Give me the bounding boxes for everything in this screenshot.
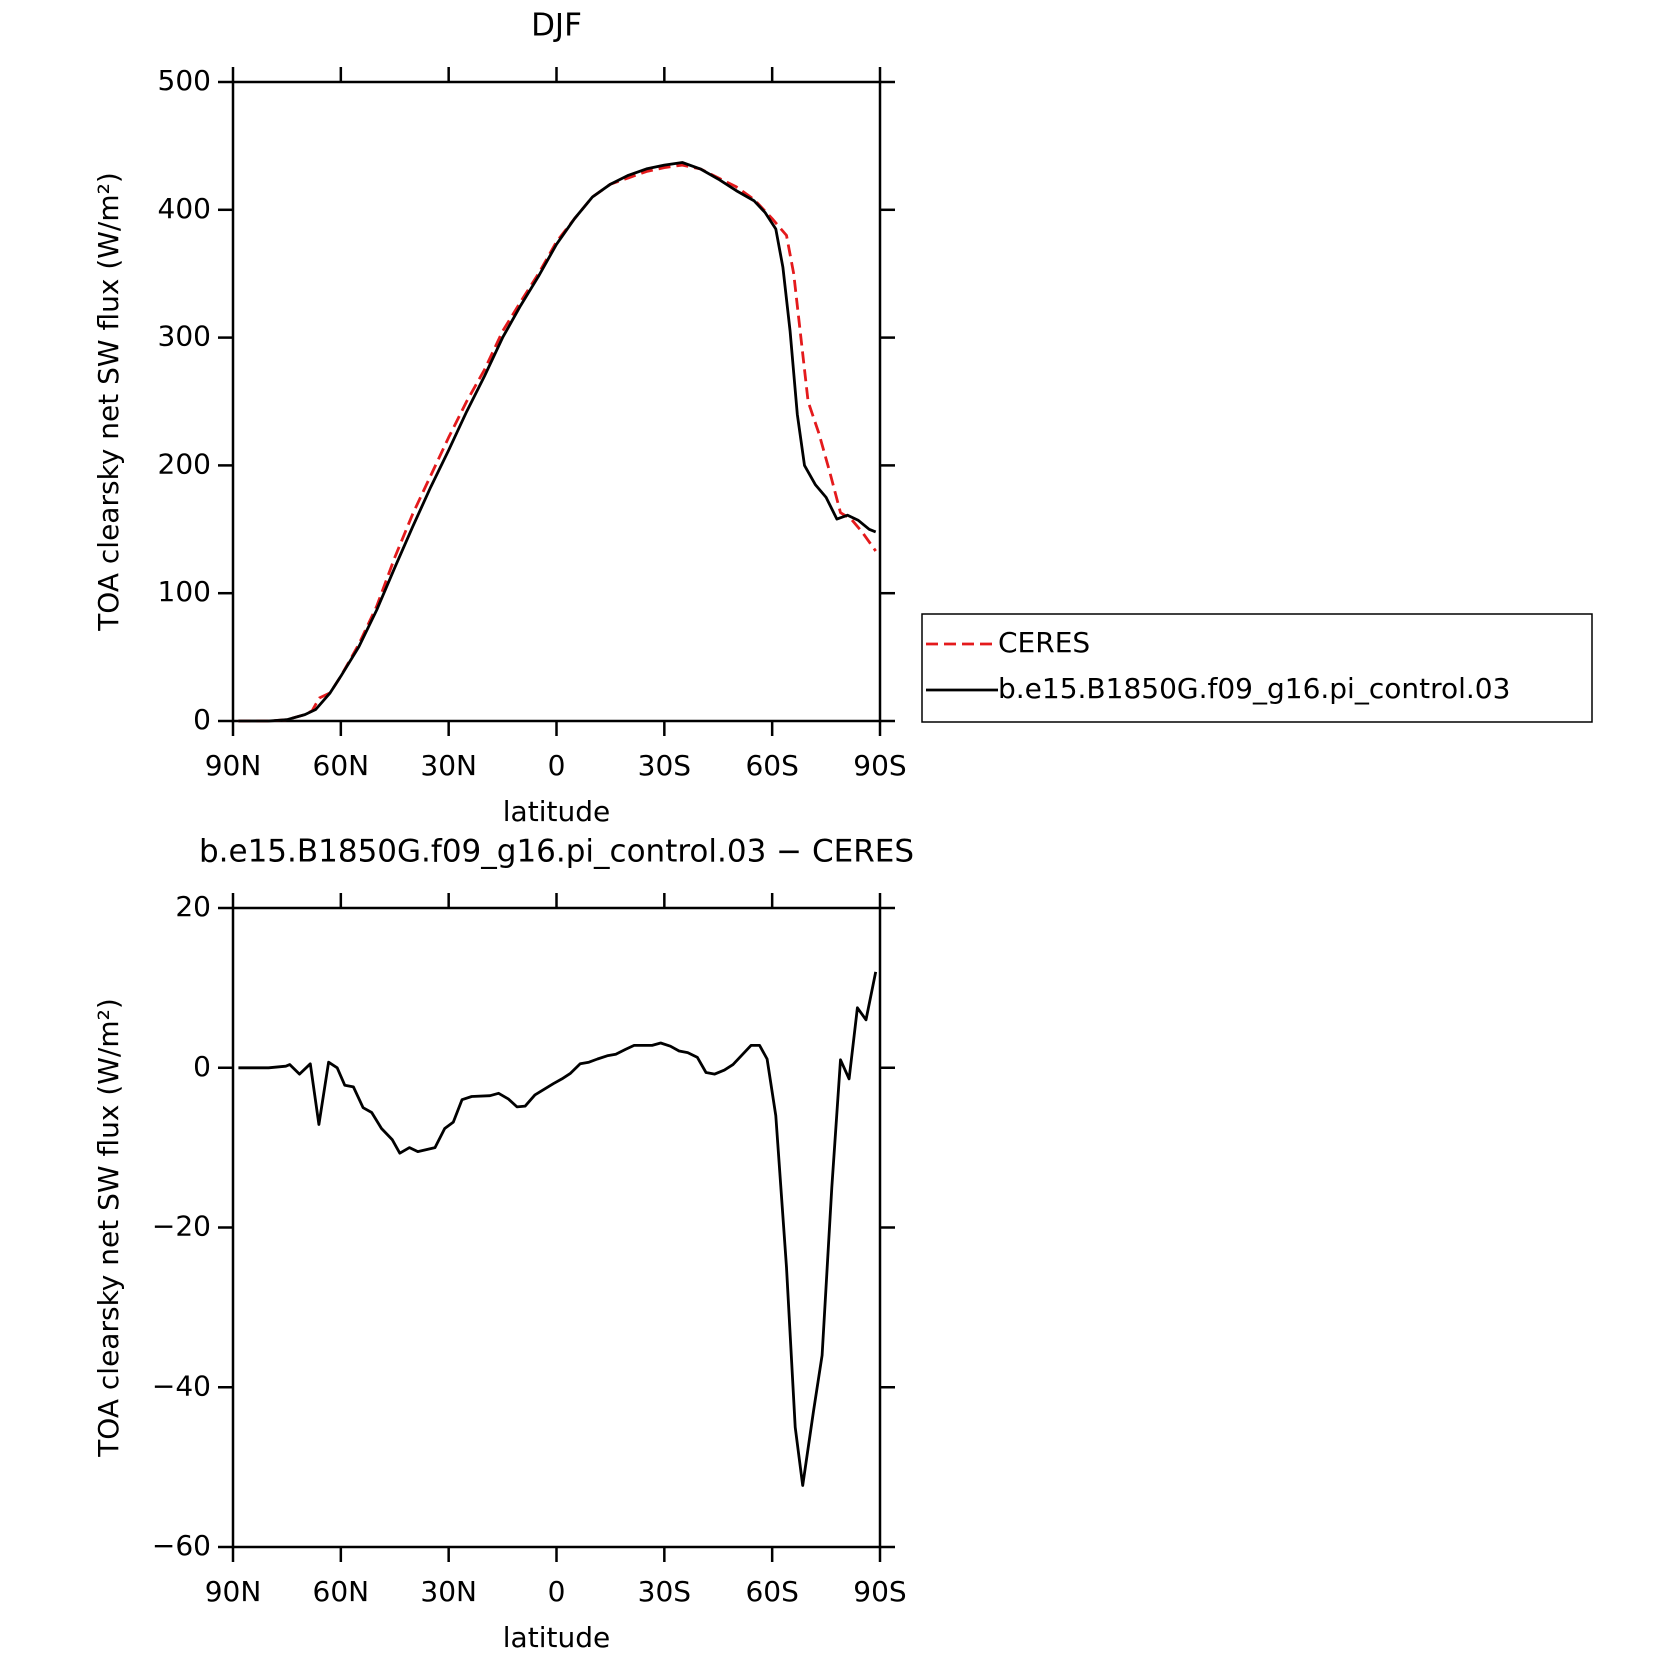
- y-tick-label: 100: [158, 575, 211, 608]
- x-tick-label: 30S: [638, 1575, 691, 1608]
- x-tick-label: 90N: [205, 1575, 262, 1608]
- x-tick-label: 0: [548, 749, 566, 782]
- x-tick-label: 30N: [420, 1575, 477, 1608]
- x-tick-label: 60N: [313, 749, 370, 782]
- x-tick-label: 60S: [745, 749, 798, 782]
- y-tick-label: 20: [175, 890, 211, 923]
- y-axis-label: TOA clearsky net SW flux (W/m²): [92, 172, 125, 632]
- y-tick-label: 400: [158, 192, 211, 225]
- x-axis-label: latitude: [503, 1621, 610, 1654]
- x-tick-label: 60N: [313, 1575, 370, 1608]
- chart-title: DJF: [531, 8, 582, 44]
- x-tick-label: 0: [548, 1575, 566, 1608]
- x-tick-label: 90S: [853, 749, 906, 782]
- legend-box: [921, 613, 1593, 723]
- plot-frame: [231, 80, 882, 723]
- y-tick-label: −40: [152, 1369, 211, 1402]
- x-tick-label: 60S: [745, 1575, 798, 1608]
- y-tick-label: 300: [158, 320, 211, 353]
- legend-label: b.e15.B1850G.f09_g16.pi_control.03: [998, 672, 1510, 705]
- chart-title: b.e15.B1850G.f09_g16.pi_control.03 − CER…: [199, 834, 914, 870]
- legend: CERES b.e15.B1850G.f09_g16.pi_control.03: [921, 613, 1593, 723]
- x-axis-label: latitude: [503, 795, 610, 828]
- y-tick-label: 200: [158, 447, 211, 480]
- y-tick-label: −20: [152, 1210, 211, 1243]
- y-tick-label: 0: [193, 1050, 211, 1083]
- y-tick-label: 500: [158, 64, 211, 97]
- y-axis-label: TOA clearsky net SW flux (W/m²): [92, 998, 125, 1458]
- x-tick-label: 90N: [205, 749, 262, 782]
- series-line: [238, 161, 877, 723]
- y-tick-label: −60: [152, 1529, 211, 1562]
- x-tick-label: 90S: [853, 1575, 906, 1608]
- series-line: [238, 971, 878, 1487]
- x-tick-label: 30S: [638, 749, 691, 782]
- y-tick-label: 0: [193, 703, 211, 736]
- x-tick-label: 30N: [420, 749, 477, 782]
- legend-label: CERES: [998, 626, 1090, 659]
